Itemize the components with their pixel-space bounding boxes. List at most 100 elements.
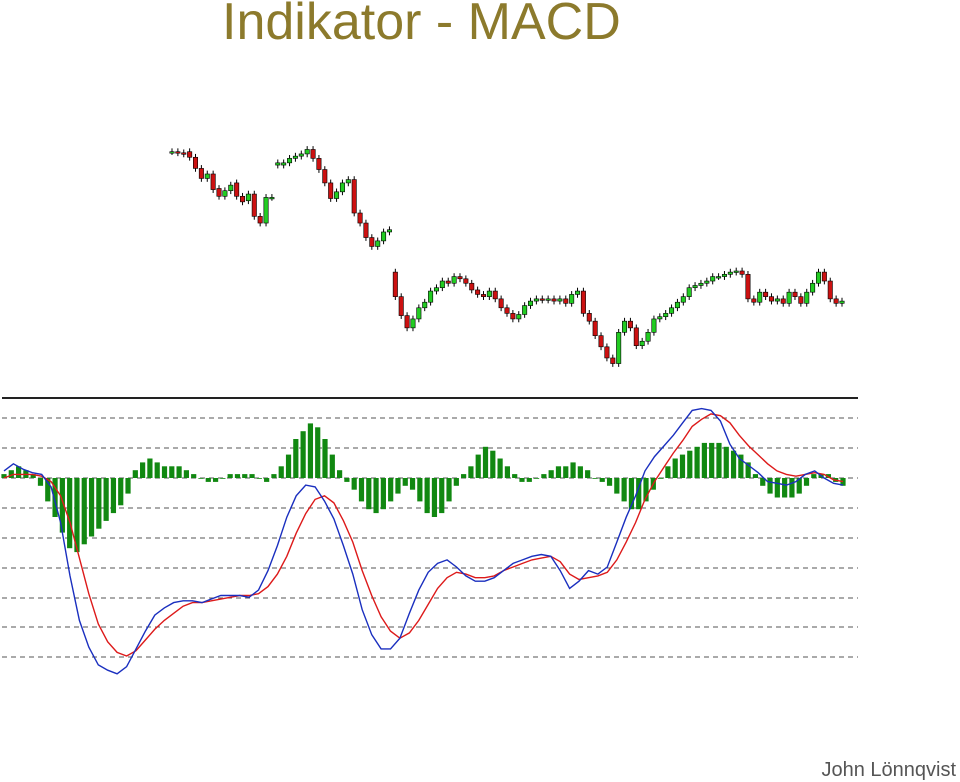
candle-body bbox=[228, 184, 234, 192]
histogram-bar bbox=[417, 478, 423, 502]
indicator-grid bbox=[2, 417, 858, 658]
candle-body bbox=[768, 296, 774, 302]
histogram-bar bbox=[8, 470, 14, 478]
candle-body bbox=[304, 149, 310, 155]
candle-body bbox=[234, 182, 240, 197]
histogram-bar bbox=[716, 442, 722, 478]
histogram-bar bbox=[840, 478, 846, 486]
candle-body bbox=[815, 271, 821, 284]
author-credit: John Lönnqvist bbox=[821, 759, 956, 781]
histogram-bar bbox=[293, 439, 299, 478]
histogram-bar bbox=[307, 423, 314, 478]
histogram-bar bbox=[344, 478, 350, 482]
candle-body bbox=[704, 280, 710, 284]
candle-body bbox=[310, 149, 316, 159]
candle-body bbox=[398, 296, 404, 316]
histogram-bar bbox=[373, 478, 379, 514]
histogram-bar bbox=[256, 478, 262, 479]
candle-body bbox=[169, 151, 175, 154]
histogram-bar bbox=[709, 442, 715, 478]
histogram-bar bbox=[621, 478, 627, 502]
candle-body bbox=[645, 332, 651, 342]
histogram-bar bbox=[198, 478, 204, 479]
candle-body bbox=[757, 291, 763, 303]
histogram-bar bbox=[278, 466, 284, 478]
candle-body bbox=[386, 229, 392, 233]
candle-body bbox=[710, 276, 716, 282]
candle-body bbox=[510, 313, 516, 320]
candle-body bbox=[328, 182, 334, 199]
candle-body bbox=[345, 179, 351, 184]
histogram-bar bbox=[45, 478, 51, 502]
histogram-bar bbox=[548, 470, 554, 478]
histogram-bar bbox=[439, 478, 445, 514]
histogram-bar bbox=[81, 478, 87, 545]
histogram-bar bbox=[110, 478, 117, 514]
candle-body bbox=[404, 315, 410, 329]
histogram-bar bbox=[169, 466, 175, 478]
candle-body bbox=[475, 289, 481, 295]
candle-body bbox=[604, 346, 610, 359]
histogram-bar bbox=[212, 478, 219, 482]
histogram-bar bbox=[351, 478, 357, 490]
histogram-bar bbox=[767, 478, 773, 494]
candle-body bbox=[392, 271, 398, 297]
candle-body bbox=[251, 193, 257, 217]
candle-body bbox=[551, 298, 557, 302]
histogram-bar bbox=[161, 466, 168, 478]
histogram-bar bbox=[723, 446, 729, 478]
histogram-bar bbox=[475, 454, 481, 478]
histogram-bar bbox=[730, 450, 737, 478]
candle-body bbox=[316, 158, 322, 170]
candle-body bbox=[721, 274, 727, 277]
histogram-bar bbox=[687, 450, 693, 478]
candle-body bbox=[204, 173, 210, 179]
candle-body bbox=[598, 335, 604, 348]
candle-body bbox=[181, 152, 187, 155]
histogram-bar bbox=[461, 474, 467, 478]
candle-body bbox=[698, 282, 704, 286]
candle-body bbox=[334, 191, 340, 199]
candle-body bbox=[463, 278, 469, 284]
candle-body bbox=[669, 307, 675, 314]
candle-body bbox=[751, 298, 757, 303]
candle-body bbox=[610, 357, 616, 364]
histogram-bar bbox=[796, 478, 802, 494]
candle-body bbox=[839, 300, 845, 304]
histogram-bar bbox=[672, 458, 678, 478]
histogram-bar bbox=[395, 478, 401, 494]
candle-body bbox=[727, 271, 733, 275]
histogram-bar bbox=[752, 474, 759, 478]
candle-body bbox=[269, 197, 275, 200]
candle-body bbox=[222, 190, 228, 197]
histogram-bar bbox=[424, 478, 430, 514]
candle-body bbox=[433, 287, 439, 292]
histogram-bar bbox=[358, 478, 365, 502]
candle-body bbox=[175, 151, 181, 154]
histogram-bar bbox=[738, 454, 744, 478]
histogram-bar bbox=[15, 466, 22, 478]
candle-body bbox=[357, 212, 363, 224]
candle-body bbox=[516, 314, 522, 320]
histogram-bar bbox=[176, 466, 182, 478]
candle-body bbox=[745, 274, 751, 300]
candle-body bbox=[369, 237, 375, 247]
histogram-bar bbox=[315, 427, 321, 478]
histogram-bar bbox=[585, 470, 591, 478]
candle-body bbox=[633, 327, 639, 346]
candle-body bbox=[792, 291, 798, 297]
candle-body bbox=[480, 294, 486, 297]
histogram-bar bbox=[402, 478, 408, 486]
histogram-bar bbox=[577, 466, 583, 478]
candle-body bbox=[216, 188, 222, 197]
candle-body bbox=[786, 291, 792, 304]
histogram-bar bbox=[570, 462, 576, 478]
histogram-bar bbox=[103, 478, 109, 521]
candle-body bbox=[275, 162, 281, 166]
candle-body bbox=[522, 305, 528, 315]
histogram-bar bbox=[227, 474, 233, 478]
histogram-bar bbox=[504, 466, 510, 478]
macd-line bbox=[3, 407, 844, 675]
price-chart bbox=[169, 146, 845, 367]
